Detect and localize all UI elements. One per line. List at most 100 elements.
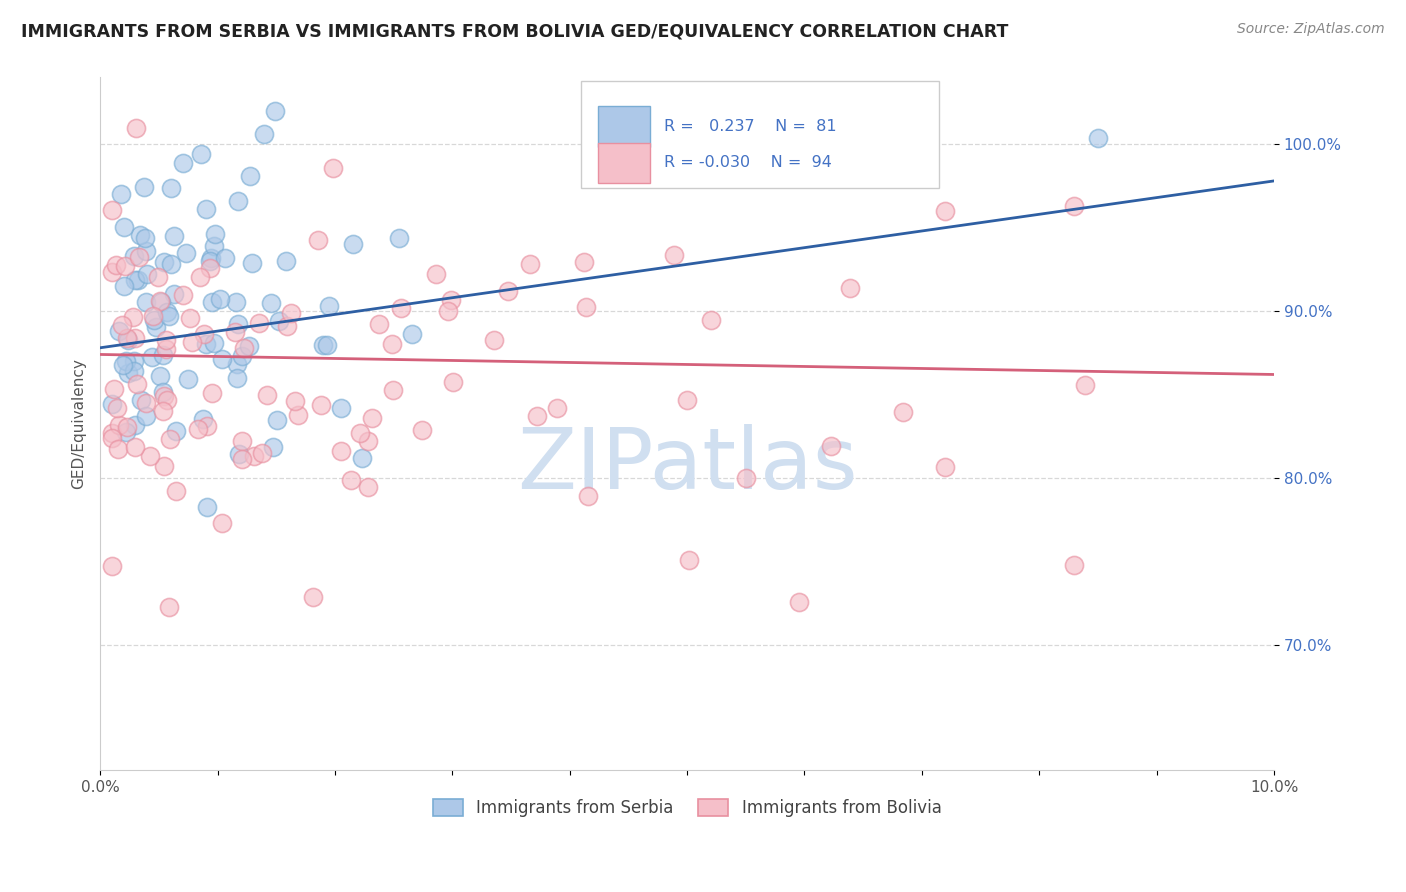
Point	[152, 348, 174, 362]
Point	[546, 401, 568, 415]
Point	[225, 357, 247, 371]
Point	[115, 419, 138, 434]
Point	[350, 451, 373, 466]
Point	[233, 341, 256, 355]
Point	[389, 301, 412, 316]
Point	[108, 324, 131, 338]
Text: IMMIGRANTS FROM SERBIA VS IMMIGRANTS FROM BOLIVIA GED/EQUIVALENCY CORRELATION CH: IMMIGRANTS FROM SERBIA VS IMMIGRANTS FRO…	[21, 22, 1008, 40]
Point	[107, 418, 129, 433]
Point	[101, 425, 124, 440]
Point	[156, 305, 179, 319]
Point	[247, 316, 270, 330]
Point	[124, 417, 146, 432]
Point	[101, 558, 124, 573]
Point	[226, 370, 249, 384]
Point	[195, 500, 218, 514]
Point	[159, 309, 181, 323]
Point	[128, 250, 150, 264]
Point	[482, 333, 505, 347]
Point	[309, 398, 332, 412]
FancyBboxPatch shape	[598, 143, 650, 183]
Point	[519, 257, 541, 271]
Point	[134, 395, 156, 409]
Point	[838, 281, 860, 295]
Point	[330, 401, 353, 415]
Point	[675, 392, 697, 407]
Point	[361, 410, 384, 425]
Point	[200, 253, 222, 268]
Point	[142, 313, 165, 327]
Point	[238, 339, 260, 353]
Point	[157, 600, 180, 615]
Point	[242, 449, 264, 463]
Point	[194, 202, 217, 216]
Point	[575, 300, 598, 314]
Point	[224, 325, 246, 339]
Point	[1063, 199, 1085, 213]
Point	[112, 278, 135, 293]
Point	[287, 408, 309, 422]
Point	[115, 425, 138, 439]
Point	[127, 273, 149, 287]
Point	[114, 260, 136, 274]
Point	[101, 203, 124, 218]
Point	[134, 231, 156, 245]
Point	[934, 203, 956, 218]
Point	[101, 265, 124, 279]
Point	[101, 397, 124, 411]
Point	[381, 337, 404, 351]
Text: R = -0.030    N =  94: R = -0.030 N = 94	[664, 155, 831, 170]
Point	[153, 458, 176, 473]
Text: R =   0.237    N =  81: R = 0.237 N = 81	[664, 119, 837, 134]
Point	[662, 248, 685, 262]
Point	[195, 337, 218, 351]
Point	[149, 294, 172, 309]
Point	[576, 489, 599, 503]
Point	[201, 294, 224, 309]
Point	[193, 411, 215, 425]
Point	[934, 460, 956, 475]
Point	[264, 103, 287, 118]
Point	[115, 354, 138, 368]
Point	[112, 220, 135, 235]
Point	[734, 471, 756, 485]
Point	[111, 318, 134, 332]
Point	[124, 331, 146, 345]
Point	[121, 310, 143, 324]
Point	[882, 136, 904, 151]
Point	[141, 350, 163, 364]
Point	[101, 431, 124, 445]
Point	[204, 239, 226, 253]
Point	[149, 369, 172, 384]
Point	[152, 385, 174, 400]
Point	[187, 422, 209, 436]
Point	[356, 480, 378, 494]
Point	[239, 169, 262, 184]
Point	[103, 382, 125, 396]
Point	[316, 338, 339, 352]
Point	[240, 256, 263, 270]
Point	[340, 473, 363, 487]
Point	[160, 257, 183, 271]
Point	[135, 295, 157, 310]
Point	[181, 335, 204, 350]
Point	[322, 161, 344, 176]
Point	[179, 311, 201, 326]
Text: Source: ZipAtlas.com: Source: ZipAtlas.com	[1237, 22, 1385, 37]
Point	[190, 146, 212, 161]
Point	[107, 442, 129, 456]
Point	[117, 331, 139, 345]
Point	[312, 338, 335, 352]
Point	[172, 287, 194, 301]
Point	[256, 387, 278, 401]
FancyBboxPatch shape	[582, 81, 939, 188]
Point	[156, 393, 179, 408]
Legend: Immigrants from Serbia, Immigrants from Bolivia: Immigrants from Serbia, Immigrants from …	[426, 792, 948, 824]
Point	[202, 335, 225, 350]
Point	[572, 254, 595, 268]
Point	[139, 450, 162, 464]
Point	[136, 267, 159, 281]
Point	[225, 295, 247, 310]
Point	[342, 237, 364, 252]
Point	[198, 260, 221, 275]
